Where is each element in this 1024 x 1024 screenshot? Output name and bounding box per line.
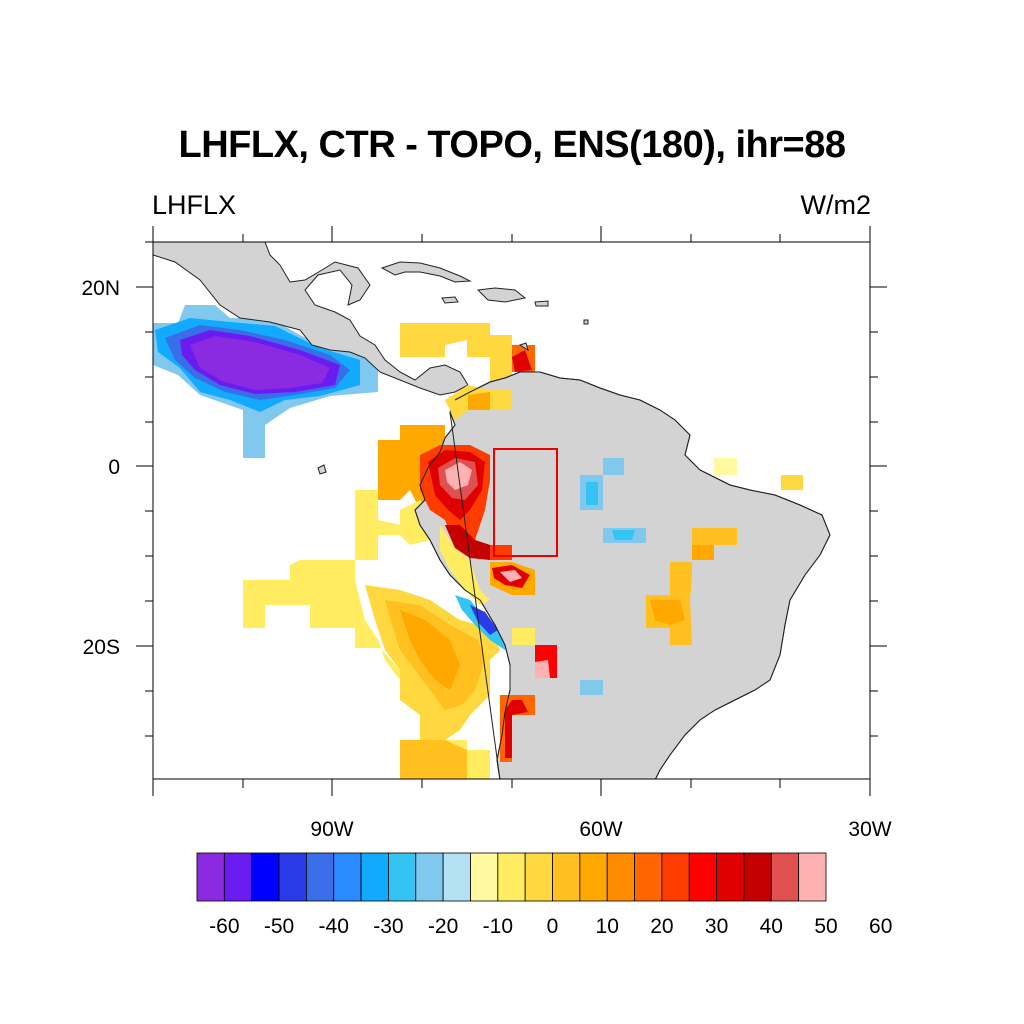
colorbar-label: -40 bbox=[319, 915, 349, 938]
lat-label-0: 0 bbox=[108, 456, 120, 479]
colorbar-swatch bbox=[305, 852, 335, 902]
lat-labels: 20N 0 20S bbox=[81, 277, 120, 659]
colorbar-swatch bbox=[634, 852, 663, 902]
colorbar bbox=[196, 852, 827, 902]
lon-label-60w: 60W bbox=[579, 818, 622, 841]
lon-label-90w: 90W bbox=[310, 818, 353, 841]
lon-label-30w: 30W bbox=[848, 818, 891, 841]
tick-marks bbox=[136, 226, 887, 796]
colorbar-label: 50 bbox=[814, 915, 837, 938]
colorbar-label: 20 bbox=[650, 915, 673, 938]
colorbar-swatch bbox=[661, 852, 690, 902]
map-area bbox=[153, 242, 870, 779]
colorbar-swatch bbox=[388, 852, 417, 902]
colorbar-swatch bbox=[743, 852, 772, 902]
plot-title: LHFLX, CTR - TOPO, ENS(180), ihr=88 bbox=[178, 124, 846, 166]
colorbar-swatch bbox=[278, 852, 307, 902]
colorbar-label: -60 bbox=[209, 915, 239, 938]
land bbox=[153, 242, 831, 779]
colorbar-swatch bbox=[415, 852, 444, 902]
colorbar-label: 60 bbox=[869, 915, 892, 938]
variable-label: LHFLX bbox=[152, 190, 237, 220]
south-america-coastline bbox=[414, 371, 831, 779]
colorbar-label: 40 bbox=[760, 915, 783, 938]
colorbar-swatch bbox=[579, 852, 608, 902]
colorbar-label: -20 bbox=[428, 915, 458, 938]
colorbar-swatch bbox=[251, 852, 280, 902]
colorbar-swatch bbox=[524, 852, 553, 902]
colorbar-label: -30 bbox=[373, 915, 403, 938]
colorbar-swatch bbox=[688, 852, 718, 902]
lat-label-20n: 20N bbox=[81, 277, 120, 300]
colorbar-label: -10 bbox=[483, 915, 513, 938]
colorbar-swatch bbox=[770, 852, 800, 902]
colorbar-swatch bbox=[497, 852, 526, 902]
colorbar-label: 0 bbox=[547, 915, 559, 938]
colorbar-swatch bbox=[333, 852, 362, 902]
units-label: W/m2 bbox=[800, 190, 872, 220]
colorbar-swatch bbox=[196, 852, 225, 902]
colorbar-swatch bbox=[223, 852, 253, 902]
colorbar-label: -50 bbox=[264, 915, 294, 938]
region-box bbox=[493, 448, 558, 557]
colorbar-label: 30 bbox=[705, 915, 728, 938]
colorbar-label: 10 bbox=[596, 915, 619, 938]
ocean-anomaly-field bbox=[153, 305, 535, 779]
lon-labels: 90W 60W 30W bbox=[310, 818, 891, 841]
colorbar-swatch bbox=[798, 852, 827, 902]
colorbar-labels: -60 -50 -40 -30 -20 -10 0 10 20 30 40 50 60 bbox=[209, 915, 892, 938]
land-anomaly-field bbox=[420, 385, 803, 762]
colorbar-swatch bbox=[716, 852, 745, 902]
colorbar-swatch bbox=[360, 852, 389, 902]
colorbar-swatch bbox=[442, 852, 471, 902]
colorbar-swatch bbox=[606, 852, 635, 902]
lat-label-20s: 20S bbox=[83, 636, 120, 659]
colorbar-swatch bbox=[470, 852, 499, 902]
colorbar-swatch bbox=[552, 852, 581, 902]
